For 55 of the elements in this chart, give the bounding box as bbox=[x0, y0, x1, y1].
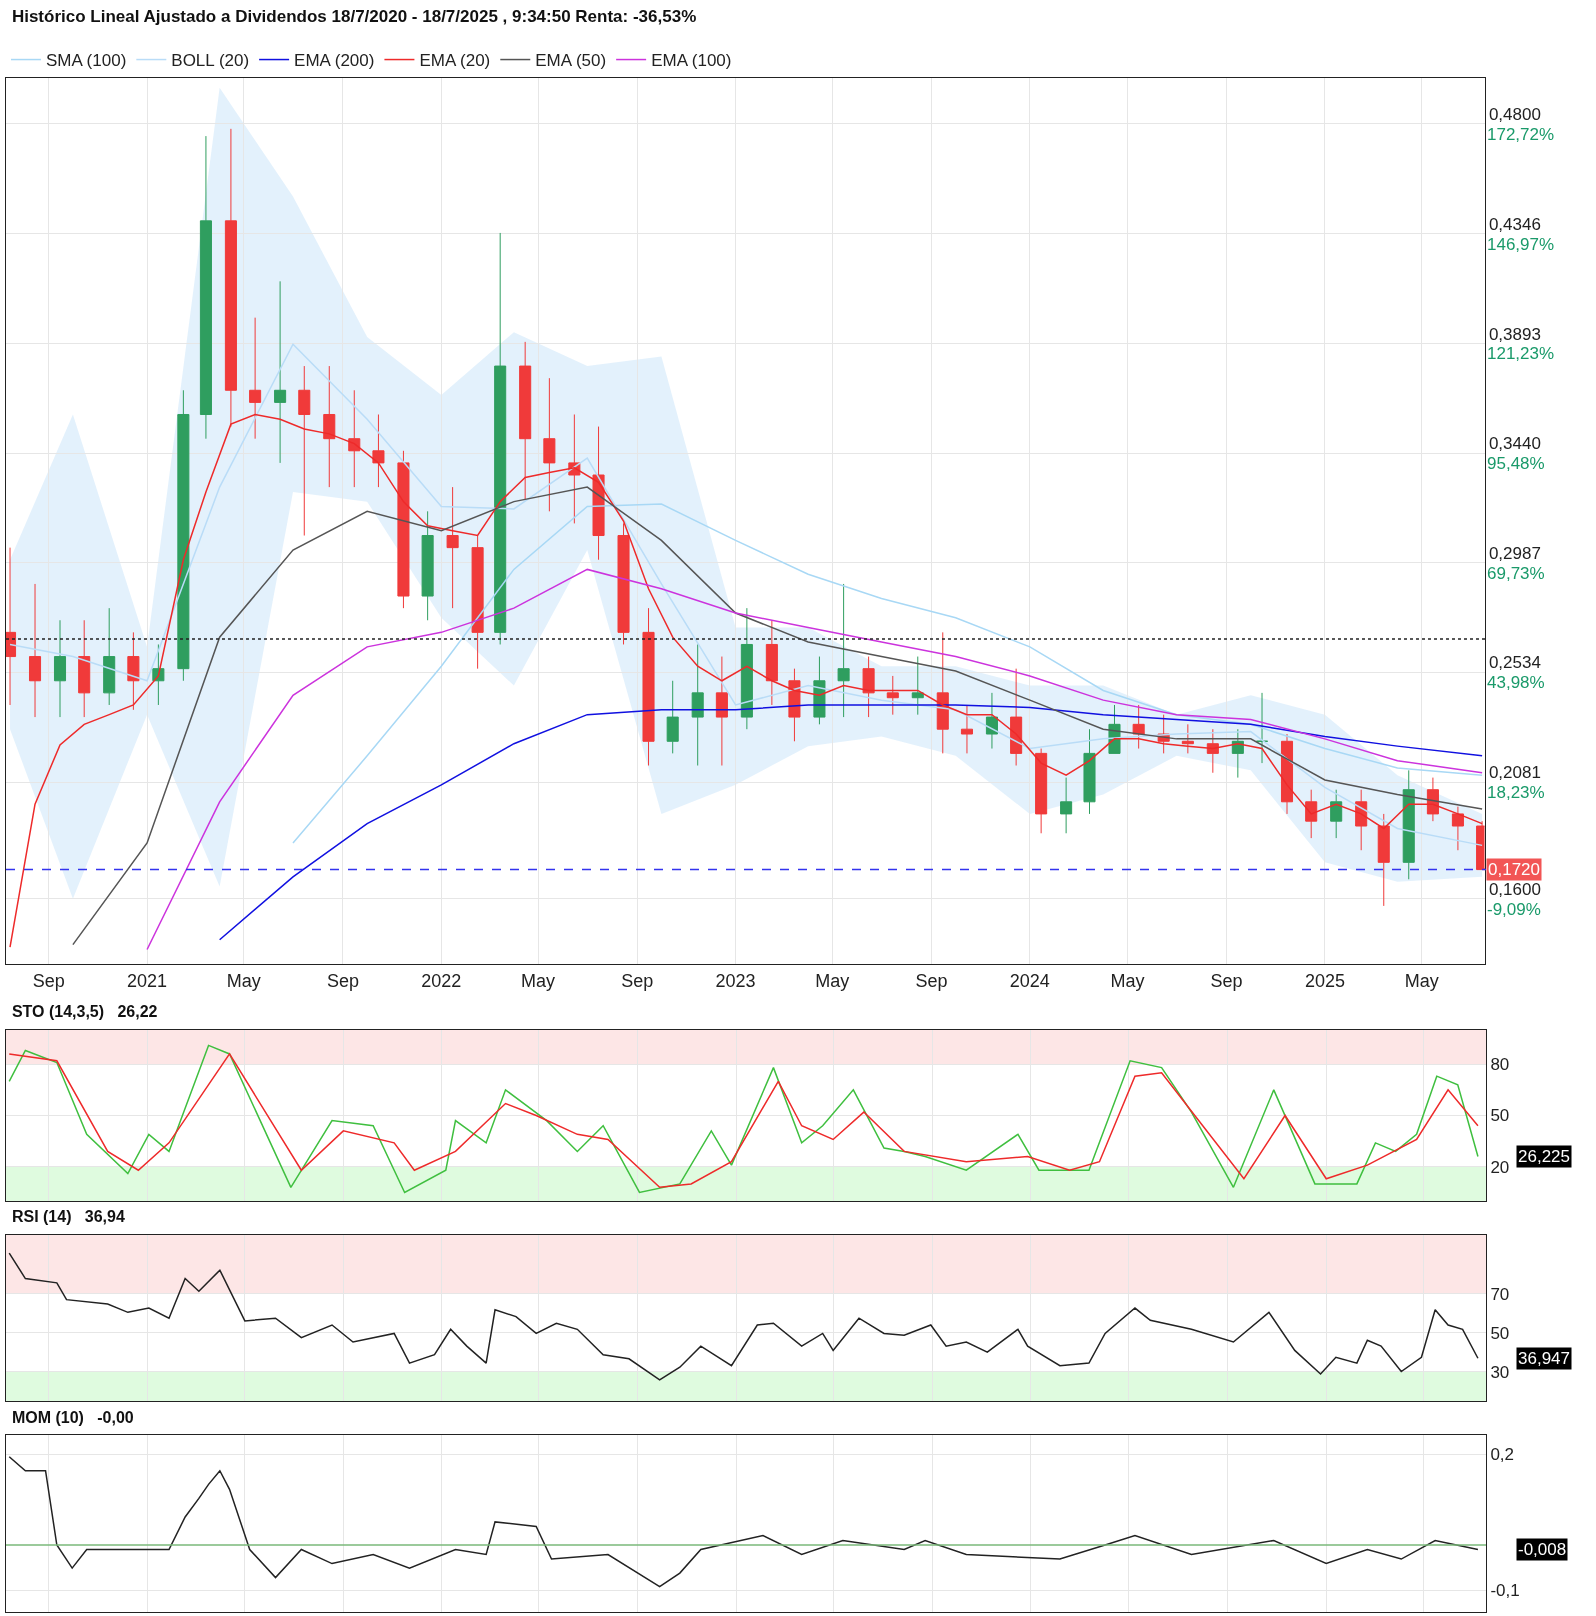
x-tick-label: May bbox=[1404, 970, 1439, 991]
y2-tick-label: 18,23% bbox=[1487, 783, 1545, 803]
legend-label: SMA (100) bbox=[46, 51, 127, 71]
y-tick-label: 0,2 bbox=[1490, 1445, 1515, 1465]
text: 26,225 bbox=[1518, 1147, 1570, 1166]
legend-label: EMA (50) bbox=[535, 51, 607, 71]
x-tick-label: 2022 bbox=[421, 970, 462, 991]
legend-label: EMA (20) bbox=[419, 51, 491, 71]
chart-title: STO (14,3,5) 26,22 bbox=[11, 1003, 158, 1021]
y-tick-label: 0,3893 bbox=[1488, 324, 1541, 344]
y-tick-label: 80 bbox=[1490, 1055, 1510, 1075]
x-tick-label: May bbox=[815, 970, 850, 991]
y2-tick-label: 43,98% bbox=[1487, 673, 1545, 693]
y-tick-label: 0,2534 bbox=[1488, 653, 1541, 673]
y-tick-label: 0,4346 bbox=[1488, 214, 1541, 234]
text: 36,947 bbox=[1518, 1349, 1570, 1368]
legend-label: EMA (100) bbox=[651, 51, 732, 71]
chart-title: RSI (14) 36,94 bbox=[11, 1208, 125, 1226]
y-tick-label: 0,3440 bbox=[1488, 434, 1541, 454]
x-tick-label: 2023 bbox=[715, 970, 756, 991]
line-series bbox=[8, 1455, 1479, 1588]
text: -0,008 bbox=[1518, 1540, 1567, 1559]
y-tick-label: 0,1600 bbox=[1488, 879, 1541, 899]
y-tick-label: 50 bbox=[1490, 1106, 1510, 1126]
y-tick-label: 30 bbox=[1490, 1362, 1510, 1382]
y-tick-label: 50 bbox=[1490, 1323, 1510, 1343]
legend-label: EMA (200) bbox=[294, 51, 375, 71]
x-tick-label: May bbox=[521, 970, 556, 991]
y-tick-label: -0,1 bbox=[1490, 1581, 1520, 1601]
x-tick-label: 2025 bbox=[1304, 970, 1345, 991]
y2-tick-label: 146,97% bbox=[1487, 234, 1555, 254]
ref-line-label: 0,1720 bbox=[1488, 860, 1540, 879]
y-tick-label: 0,2081 bbox=[1488, 763, 1541, 783]
x-tick-label: Sep bbox=[32, 970, 65, 991]
y-tick-label: 70 bbox=[1490, 1284, 1510, 1304]
y2-tick-label: 172,72% bbox=[1487, 124, 1555, 144]
y-tick-label: 0,4800 bbox=[1488, 104, 1541, 124]
y-tick-label: 0,2987 bbox=[1488, 543, 1541, 563]
legend-label: BOLL (20) bbox=[171, 51, 250, 71]
y2-tick-label: 95,48% bbox=[1487, 454, 1545, 474]
x-tick-label: Sep bbox=[326, 970, 359, 991]
x-tick-label: 2021 bbox=[127, 970, 168, 991]
x-tick-label: May bbox=[226, 970, 261, 991]
x-tick-label: 2024 bbox=[1009, 970, 1050, 991]
x-tick-label: Sep bbox=[1210, 970, 1243, 991]
x-tick-label: Sep bbox=[621, 970, 654, 991]
y2-tick-label: -9,09% bbox=[1487, 899, 1541, 919]
line-series bbox=[8, 1252, 1479, 1381]
x-tick-label: May bbox=[1110, 970, 1145, 991]
y2-tick-label: 69,73% bbox=[1487, 563, 1545, 583]
chart-title: MOM (10) -0,00 bbox=[11, 1408, 134, 1426]
y-tick-label: 20 bbox=[1490, 1157, 1510, 1177]
x-tick-label: Sep bbox=[915, 970, 948, 991]
y2-tick-label: 121,23% bbox=[1487, 344, 1555, 364]
chart-title: Histórico Lineal Ajustado a Dividendos 18/7/2020 - 18/7/2025 , 9:34:50 Renta: -36,53% bbox=[11, 6, 697, 26]
